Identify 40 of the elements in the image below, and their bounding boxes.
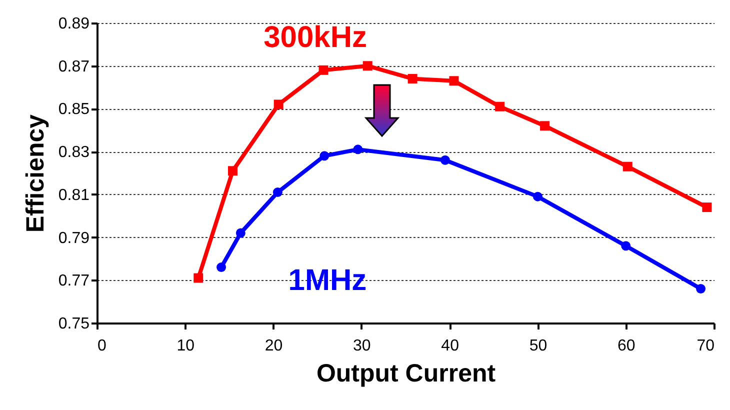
point [216, 262, 226, 272]
point [236, 228, 246, 238]
y-tick-label: 0.87 [58, 58, 90, 76]
x-axis-title: Output Current [316, 360, 496, 388]
y-tick-label: 0.77 [58, 272, 90, 290]
y-tick-label: 0.83 [58, 144, 90, 162]
point [440, 155, 450, 165]
y-tick-label: 0.89 [58, 16, 90, 32]
point [320, 151, 330, 161]
x-tick-label: 40 [441, 338, 460, 354]
x-tick-label: 60 [617, 338, 636, 354]
point [408, 74, 418, 84]
y-tick-label: 0.75 [58, 316, 90, 332]
point [272, 188, 282, 198]
y-tick-label: 0.79 [58, 230, 90, 247]
y-tick-label: 0.81 [58, 186, 90, 204]
x-tick-label: 30 [353, 338, 371, 354]
point [449, 76, 459, 86]
point [274, 100, 284, 110]
point [362, 61, 372, 71]
x-tick-label: 70 [696, 338, 715, 354]
y-axis-title: Efficiency [21, 114, 50, 233]
series-label: 300kHz [264, 21, 367, 54]
x-tick-label: 50 [529, 338, 548, 354]
x-tick-label: 0 [98, 338, 106, 354]
point [495, 102, 505, 112]
x-tick-label: 10 [176, 338, 195, 354]
x-tick-label: 20 [264, 338, 283, 354]
point [194, 273, 204, 283]
y-tick-label: 0.85 [58, 101, 90, 118]
point [540, 121, 550, 131]
point [702, 202, 712, 212]
series-label: 1MHz [288, 264, 367, 297]
point [532, 192, 542, 202]
point [621, 241, 631, 251]
point [622, 162, 632, 172]
point [353, 144, 363, 154]
point [228, 166, 238, 176]
point [696, 284, 706, 294]
point [318, 65, 328, 75]
